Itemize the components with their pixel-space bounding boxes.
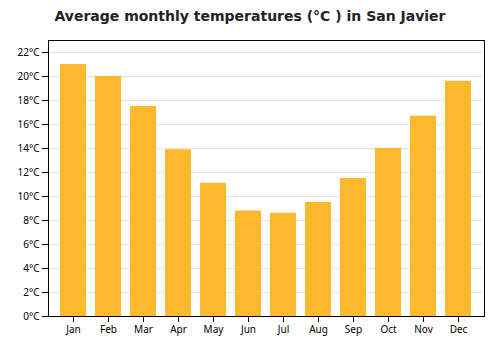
svg-text:Jun: Jun bbox=[240, 322, 256, 336]
svg-text:Jan: Jan bbox=[65, 322, 81, 336]
svg-text:Feb: Feb bbox=[100, 322, 117, 336]
svg-text:Apr: Apr bbox=[170, 322, 187, 336]
svg-text:4°C: 4°C bbox=[23, 261, 40, 275]
svg-text:10°C: 10°C bbox=[17, 189, 40, 203]
svg-text:14°C: 14°C bbox=[17, 141, 40, 155]
svg-text:May: May bbox=[204, 322, 225, 336]
svg-text:Nov: Nov bbox=[414, 322, 433, 336]
svg-text:Sep: Sep bbox=[345, 322, 362, 336]
svg-text:6°C: 6°C bbox=[23, 237, 40, 251]
svg-text:Oct: Oct bbox=[380, 322, 397, 336]
svg-text:Aug: Aug bbox=[309, 322, 328, 336]
svg-text:8°C: 8°C bbox=[23, 213, 40, 227]
svg-text:0°C: 0°C bbox=[23, 309, 40, 323]
svg-text:16°C: 16°C bbox=[17, 117, 40, 131]
svg-text:18°C: 18°C bbox=[17, 93, 40, 107]
svg-text:2°C: 2°C bbox=[23, 285, 40, 299]
svg-text:20°C: 20°C bbox=[17, 69, 40, 83]
svg-text:12°C: 12°C bbox=[17, 165, 40, 179]
html-text:Average monthly temperatures (: Average monthly temperatures (°C ) in Sa… bbox=[54, 8, 446, 24]
svg-text:22°C: 22°C bbox=[17, 45, 40, 59]
svg-text:Jul: Jul bbox=[277, 322, 290, 336]
svg-text:Mar: Mar bbox=[134, 322, 153, 336]
svg-text:Dec: Dec bbox=[450, 322, 468, 336]
